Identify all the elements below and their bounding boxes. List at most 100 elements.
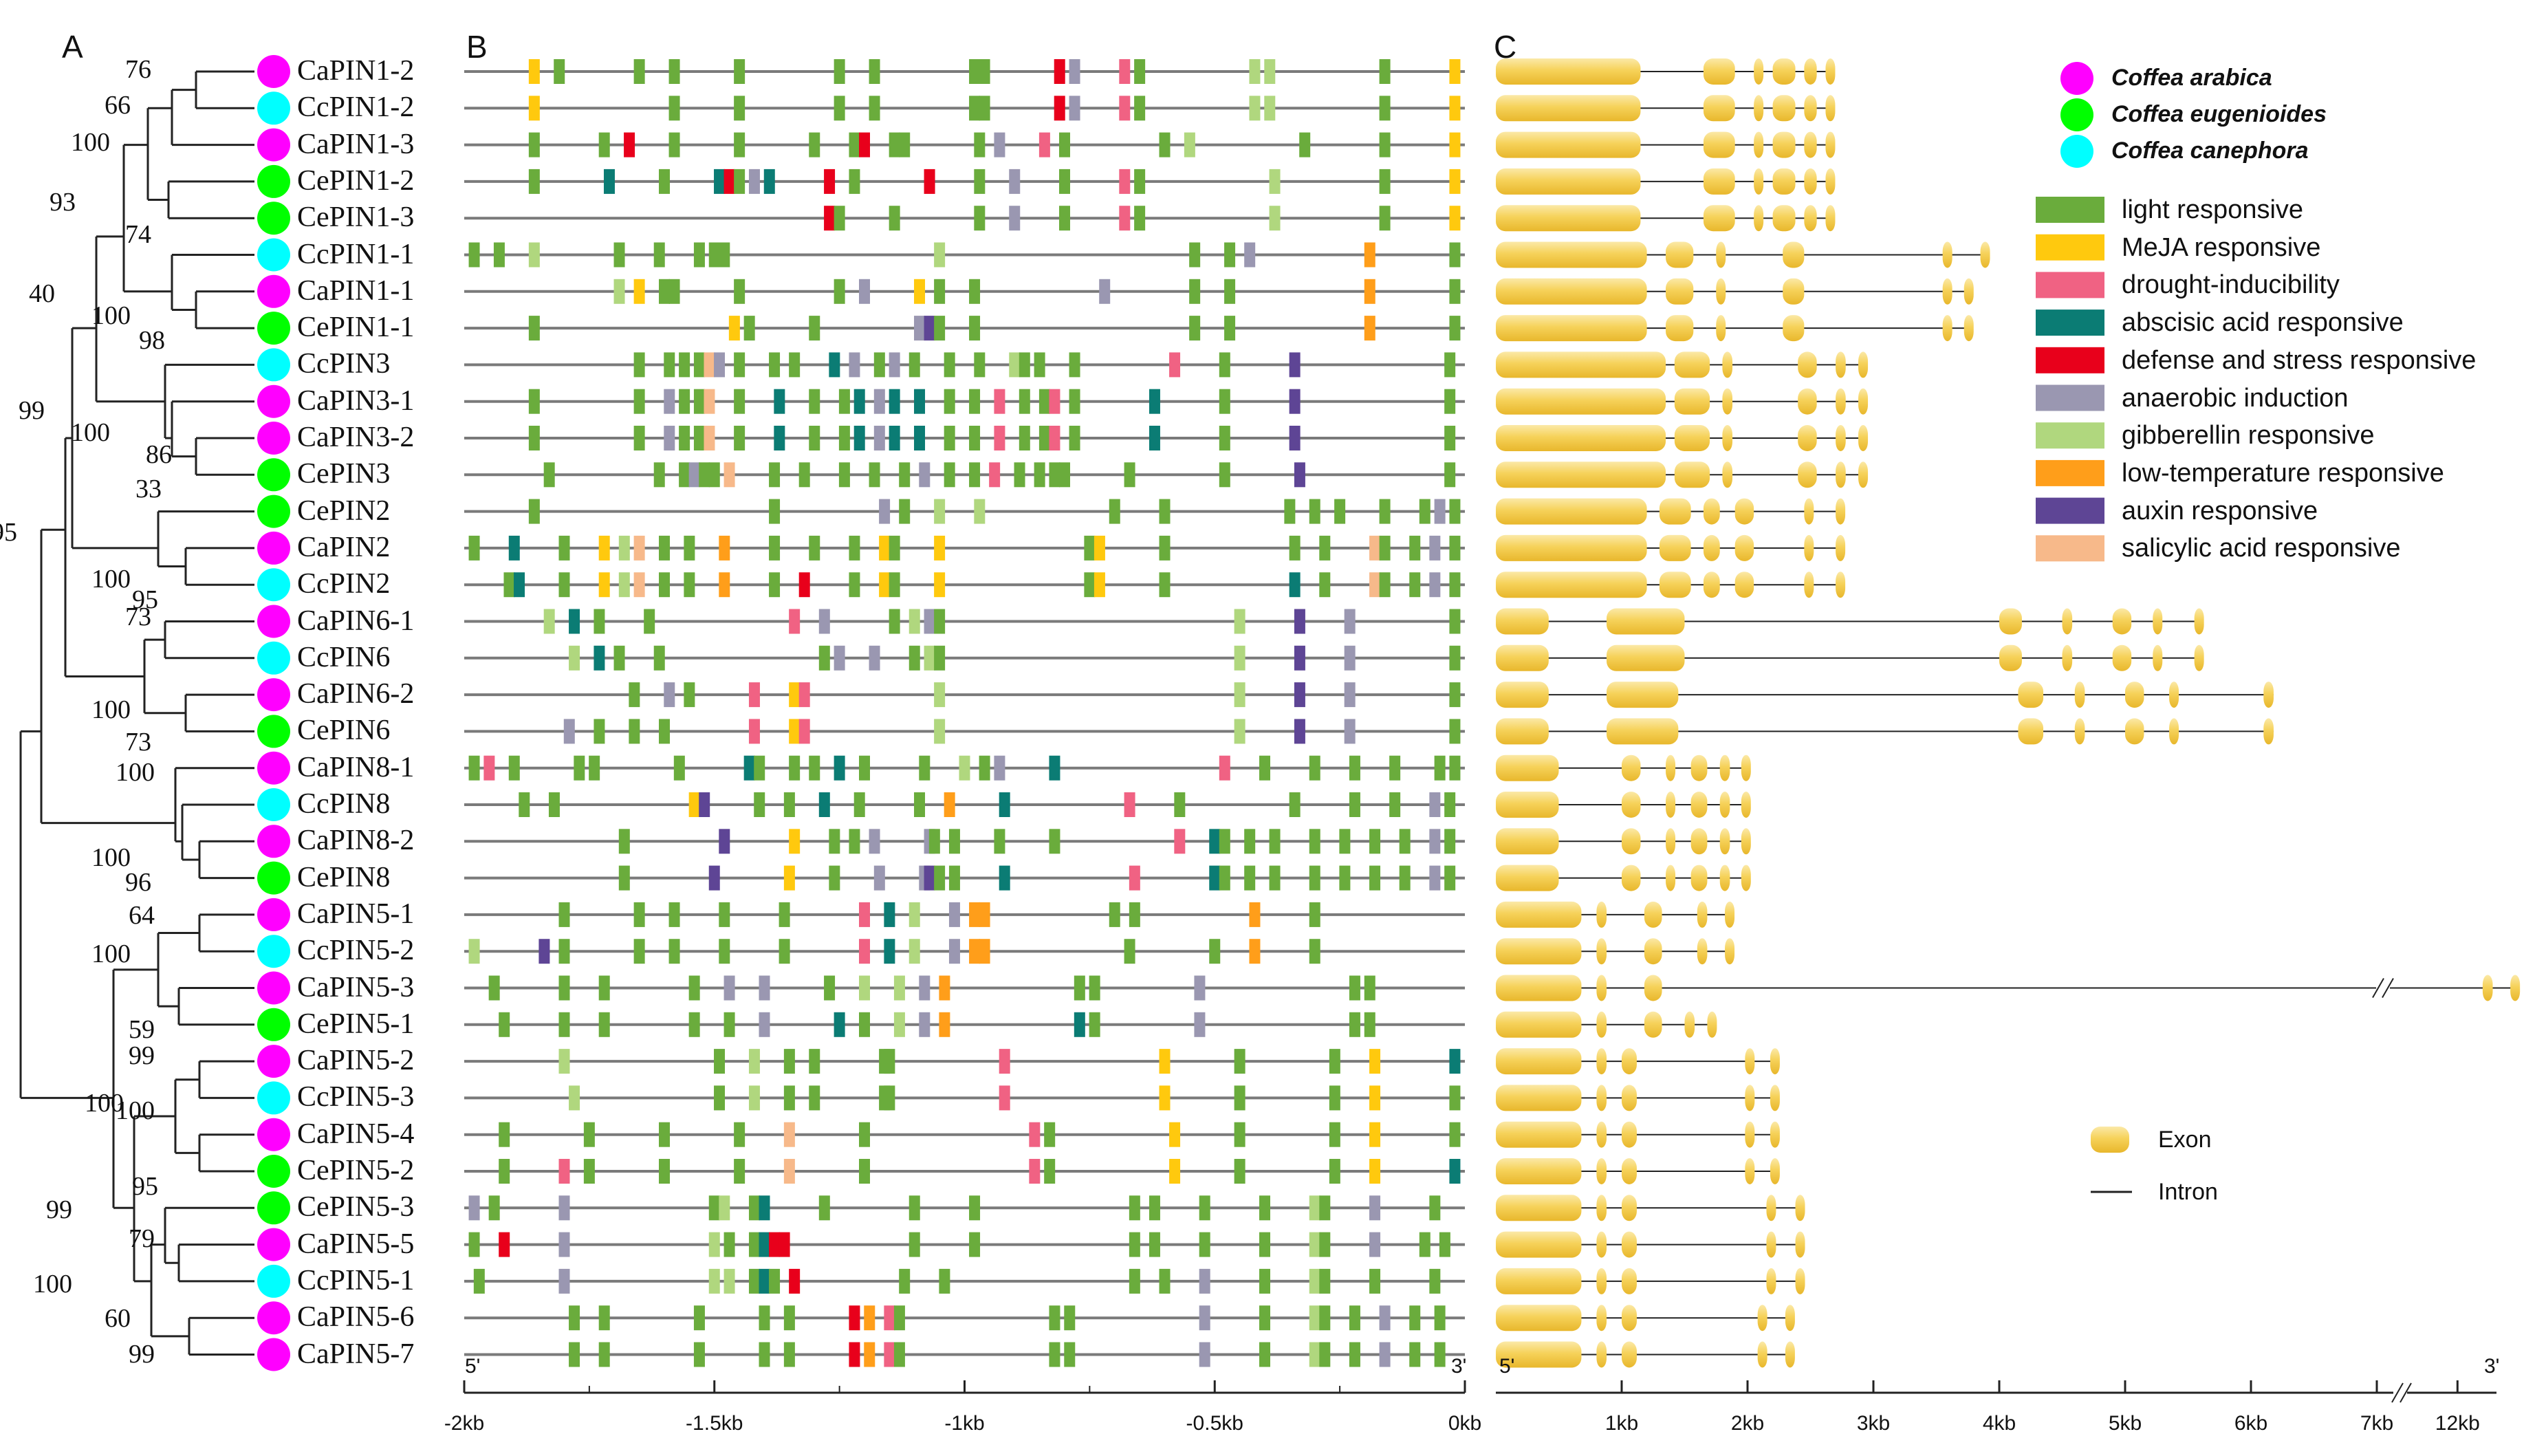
cis-element xyxy=(1369,572,1381,598)
species-dot xyxy=(257,825,290,858)
cis-element xyxy=(893,1342,905,1367)
cis-element xyxy=(1449,755,1461,781)
exon xyxy=(1690,792,1708,818)
cis-element xyxy=(834,279,845,304)
cis-element xyxy=(959,755,970,781)
cis-element xyxy=(809,389,820,414)
cis-element xyxy=(1364,1012,1375,1037)
cis-element xyxy=(748,682,760,708)
exon xyxy=(1644,1011,1662,1038)
exon xyxy=(1496,1085,1582,1111)
cis-element xyxy=(1444,352,1456,378)
cis-element xyxy=(934,682,946,708)
exon xyxy=(1783,278,1805,305)
species-dot xyxy=(257,641,290,675)
cis-element xyxy=(519,792,530,817)
cis-element xyxy=(1309,1268,1320,1294)
cis-element xyxy=(563,719,575,744)
exon xyxy=(1770,1048,1780,1075)
cis-element xyxy=(704,389,715,414)
gene-label: CaPIN5-4 xyxy=(297,1118,415,1150)
cis-element xyxy=(1409,572,1421,598)
cis-element xyxy=(779,1232,790,1257)
cis-element xyxy=(789,755,801,781)
cis-element xyxy=(774,389,785,414)
species-dot xyxy=(257,1264,290,1298)
species-dot xyxy=(257,751,290,785)
exon xyxy=(1804,205,1817,232)
cis-element xyxy=(1334,499,1346,524)
cis-element xyxy=(574,755,585,781)
bootstrap-value: 93 xyxy=(50,188,76,217)
cis-element xyxy=(499,1012,510,1037)
exon xyxy=(1622,1268,1637,1294)
cis-element xyxy=(714,1049,726,1074)
bootstrap-value: 100 xyxy=(33,1270,72,1299)
cis-element xyxy=(1069,389,1080,414)
cis-element xyxy=(684,572,695,598)
exon xyxy=(1825,95,1836,122)
exon xyxy=(1596,1085,1607,1111)
cis-element xyxy=(1349,792,1360,817)
species-legend-swatch xyxy=(2060,135,2093,168)
cis-element xyxy=(598,1342,610,1367)
cis-element xyxy=(934,719,946,744)
cis-element xyxy=(693,242,705,268)
cis-element xyxy=(748,719,760,744)
cis-element xyxy=(1289,535,1301,561)
cis-element xyxy=(999,1049,1010,1074)
exon xyxy=(1804,534,1814,561)
cis-element xyxy=(688,792,700,817)
cis-element xyxy=(1339,829,1351,854)
cis-element xyxy=(908,609,920,634)
exon xyxy=(2194,608,2204,635)
cis-element xyxy=(569,1305,580,1331)
cis-element xyxy=(528,59,540,84)
cis-element xyxy=(1289,572,1301,598)
exon xyxy=(1622,1231,1637,1258)
cis-element xyxy=(659,1159,670,1184)
exon xyxy=(1596,1011,1607,1038)
cis-element xyxy=(659,279,670,304)
cis-element xyxy=(528,169,540,194)
exon xyxy=(1942,278,1952,305)
exon xyxy=(1836,572,1846,598)
exon xyxy=(1785,1305,1795,1332)
exon xyxy=(1496,534,1647,561)
cis-element xyxy=(873,352,885,378)
exon xyxy=(1766,1231,1776,1258)
cis-element xyxy=(1429,535,1441,561)
cis-element xyxy=(1044,1122,1056,1147)
exon xyxy=(1745,1048,1755,1075)
bootstrap-value: 100 xyxy=(71,128,110,157)
exon xyxy=(1999,644,2022,671)
exon xyxy=(1697,938,1708,965)
gene-label: CcPIN3 xyxy=(297,348,391,380)
species-dot xyxy=(257,274,290,308)
cis-element xyxy=(948,939,960,964)
cis-element xyxy=(879,535,891,561)
exon xyxy=(1757,1305,1767,1332)
cis-element xyxy=(558,1232,570,1257)
cis-element xyxy=(633,572,645,598)
gene-label: CePIN8 xyxy=(297,861,391,893)
cis-element xyxy=(708,462,720,488)
element-legend-label: abscisic acid responsive xyxy=(2122,308,2404,338)
cis-element xyxy=(763,169,775,194)
cis-element xyxy=(1224,316,1236,341)
exon xyxy=(1666,828,1676,855)
cis-element xyxy=(488,1195,500,1221)
cis-element xyxy=(1219,865,1230,891)
cis-element xyxy=(1409,535,1421,561)
cis-element xyxy=(629,719,640,744)
cis-element xyxy=(468,755,480,781)
cis-element xyxy=(1094,572,1105,598)
cis-element xyxy=(969,389,981,414)
exon xyxy=(1496,608,1549,635)
bootstrap-value: 73 xyxy=(125,728,151,757)
species-dot xyxy=(257,715,290,748)
exon xyxy=(1496,1341,1582,1368)
cis-element xyxy=(859,902,870,927)
bootstrap-value: 60 xyxy=(105,1304,131,1333)
exon xyxy=(1722,461,1733,488)
